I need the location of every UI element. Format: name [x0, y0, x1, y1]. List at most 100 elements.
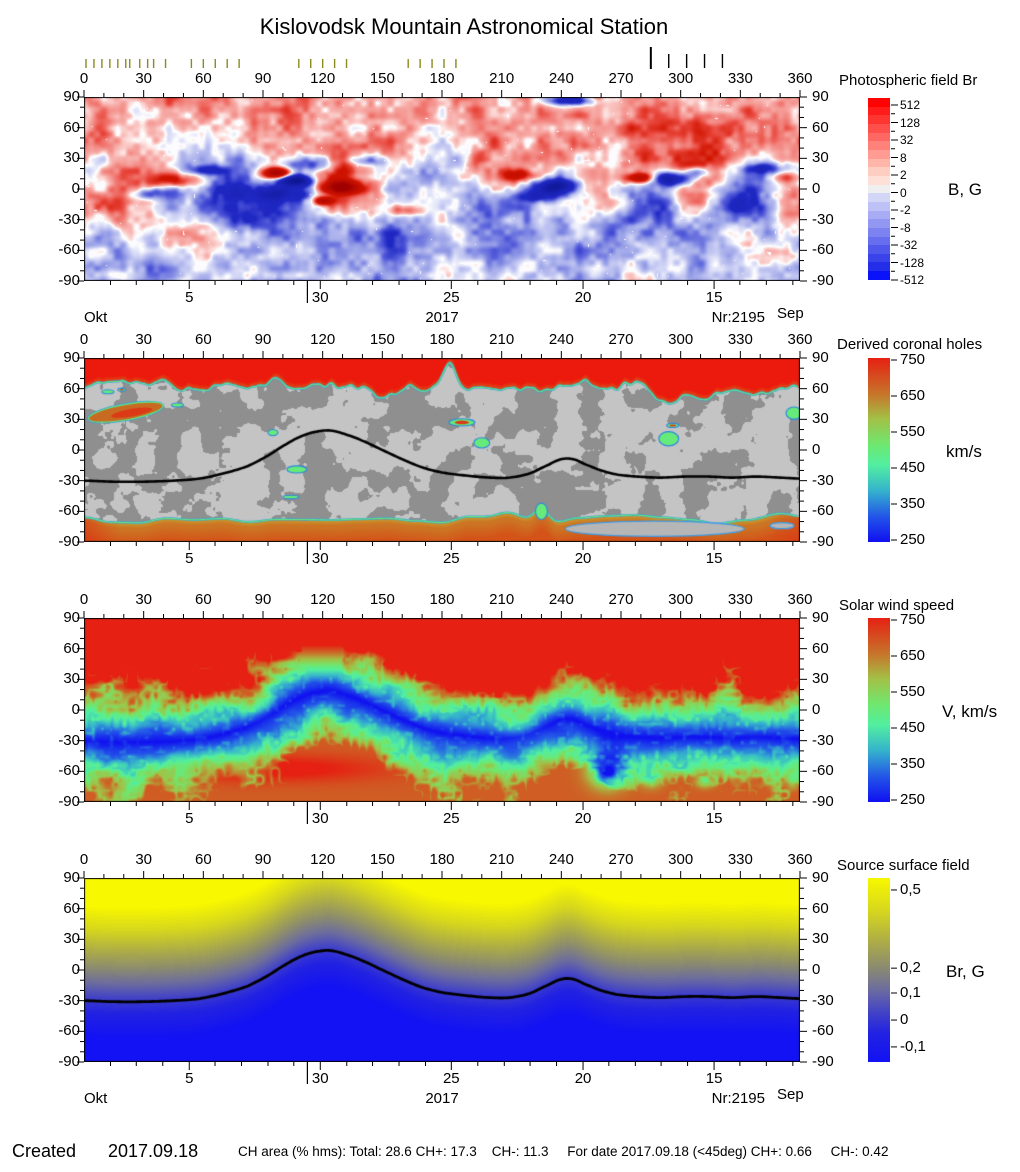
created-date: 2017.09.18 — [108, 1141, 199, 1161]
ch-area-stats: CH area (% hms): Total: 28.6 CH+: 17.3 C… — [238, 1144, 889, 1159]
lat-tick-label-left: 60 — [63, 639, 80, 657]
date-tick-label: 20 — [574, 550, 592, 567]
colorbar-segment — [868, 149, 890, 159]
lat-tick-label-right: 90 — [812, 869, 829, 886]
lat-tick-label-right: 30 — [812, 670, 829, 688]
lat-tick-label-right: 90 — [812, 349, 829, 366]
lat-tick-label-right: -90 — [812, 793, 834, 810]
lat-tick-label-right: 90 — [812, 88, 829, 105]
lon-tick-label: 0 — [79, 331, 89, 348]
cb-tick-label: -8 — [900, 220, 911, 235]
cb-tick-label: -2 — [900, 203, 911, 217]
panel4-title: Source surface field — [837, 857, 970, 874]
lat-tick-label-left: 30 — [63, 410, 80, 428]
cb-tick-label: 0,5 — [900, 880, 921, 898]
lon-tick-label: 180 — [429, 851, 455, 868]
lon-tick-label: 120 — [310, 331, 336, 348]
lon-tick-label: 210 — [489, 331, 515, 348]
colorbar-segment — [868, 141, 890, 150]
date-tick-label: 25 — [442, 1070, 460, 1087]
lon-tick-label: 90 — [254, 331, 272, 348]
year-label: 2017 — [425, 309, 459, 326]
colorbar-segment — [868, 106, 890, 116]
lat-tick-label-right: 30 — [812, 149, 829, 167]
lon-tick-label: 240 — [548, 70, 574, 87]
cb-tick-label: -0,1 — [900, 1037, 926, 1055]
lat-tick-label-left: 60 — [63, 899, 80, 917]
panel2-title: Derived coronal holes — [837, 336, 983, 353]
cb-tick-label: 0 — [900, 1011, 909, 1029]
lon-tick-label: 330 — [727, 851, 753, 868]
lon-tick-label: 270 — [608, 331, 634, 348]
cb-tick-label: 350 — [900, 755, 926, 772]
date-tick-label: 20 — [574, 1070, 592, 1087]
panel1-unit-label: B, G — [948, 180, 983, 199]
lon-tick-label: 0 — [79, 851, 89, 868]
lon-tick-label: 300 — [668, 591, 694, 608]
lat-tick-label-left: -30 — [58, 471, 80, 489]
lon-tick-label: 30 — [135, 331, 152, 348]
lat-tick-label-right: 30 — [812, 930, 829, 948]
lat-tick-label-right: -60 — [812, 502, 834, 520]
colorbar-segment — [868, 271, 890, 280]
lat-tick-label-left: 90 — [63, 609, 80, 626]
lon-tick-label: 180 — [429, 331, 455, 348]
lat-tick-label-left: -60 — [58, 241, 80, 259]
lon-tick-label: 300 — [668, 331, 694, 348]
colorbar-segment — [868, 210, 890, 220]
date-tick-label: 20 — [574, 289, 592, 306]
lon-tick-label: 360 — [787, 851, 813, 868]
cb-tick-label: 128 — [900, 115, 921, 130]
lon-tick-label: 330 — [727, 591, 753, 608]
lat-tick-label-left: -90 — [58, 272, 80, 289]
cb-tick-label: 750 — [900, 611, 926, 628]
lat-tick-label-left: -90 — [58, 793, 80, 810]
lon-tick-label: 0 — [79, 591, 89, 608]
lat-tick-label-right: -30 — [812, 471, 834, 489]
colorbar-segment — [868, 184, 890, 194]
lon-tick-label: 120 — [310, 591, 336, 608]
lat-tick-label-right: -30 — [812, 210, 834, 228]
lat-tick-label-right: -60 — [812, 241, 834, 259]
cb-tick-label: 550 — [900, 423, 926, 440]
lat-tick-label-right: -60 — [812, 1022, 834, 1040]
cb-tick-label: 512 — [900, 98, 921, 112]
cb-tick-label: -128 — [900, 255, 925, 270]
panel2-unit-label: km/s — [946, 442, 982, 461]
month-label-okt: Okt — [84, 1090, 108, 1107]
lat-tick-label-right: 0 — [812, 180, 821, 197]
lat-tick-label-left: 0 — [71, 961, 80, 978]
colorbar-segment — [868, 227, 890, 237]
lat-tick-label-left: 90 — [63, 349, 80, 366]
source-surface-colorbar — [868, 878, 890, 1062]
lon-tick-label: 0 — [79, 70, 89, 87]
cb-tick-label: 8 — [900, 150, 907, 165]
lat-tick-label-right: -90 — [812, 1053, 834, 1070]
lat-tick-label-right: 60 — [812, 639, 829, 657]
cb-tick-label: 250 — [900, 791, 926, 808]
cb-tick-label: 250 — [900, 531, 926, 548]
lat-tick-label-right: -30 — [812, 731, 834, 749]
lon-tick-label: 270 — [608, 851, 634, 868]
lat-tick-label-left: -30 — [58, 991, 80, 1009]
lon-tick-label: 150 — [369, 70, 395, 87]
photospheric-colorbar — [868, 98, 890, 280]
date-tick-label: 30 — [311, 810, 329, 827]
figure-title: Kislovodsk Mountain Astronomical Station — [259, 14, 669, 39]
lon-tick-label: 60 — [194, 331, 212, 348]
lat-tick-label-left: -30 — [58, 731, 80, 749]
lat-tick-label-right: 60 — [812, 379, 829, 397]
date-tick-label: 25 — [442, 289, 460, 306]
cb-tick-label: 750 — [900, 351, 926, 368]
coronal-holes-colorbar — [868, 358, 890, 542]
rotation-number-label: Nr:2195 — [711, 1090, 765, 1107]
lat-tick-label-left: 0 — [71, 701, 80, 718]
lat-tick-label-left: 0 — [71, 441, 80, 458]
panel4-unit-label: Br, G — [946, 962, 985, 981]
lat-tick-label-left: -90 — [58, 533, 80, 550]
colorbar-segment — [868, 236, 890, 246]
date-tick-label: 15 — [705, 289, 723, 306]
panel3-title: Solar wind speed — [839, 597, 955, 614]
colorbar-segment — [868, 175, 890, 185]
lon-tick-label: 60 — [194, 70, 212, 87]
